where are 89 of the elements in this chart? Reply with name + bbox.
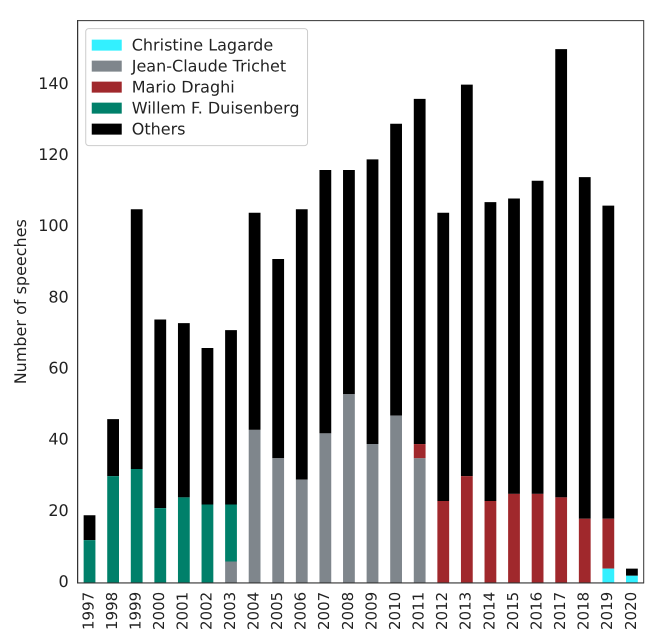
y-tick-label: 140 — [38, 74, 69, 93]
bar — [107, 476, 120, 583]
y-tick-label: 0 — [58, 572, 69, 591]
bar — [154, 320, 166, 508]
bar — [154, 508, 166, 583]
bar — [107, 419, 120, 476]
bar — [202, 348, 214, 505]
x-tick-label: 2017 — [551, 592, 570, 630]
x-tick-label: 2003 — [220, 592, 239, 630]
bar — [578, 518, 591, 583]
bar — [390, 124, 402, 416]
bar — [366, 444, 378, 583]
bar — [178, 497, 190, 583]
x-tick-label: 2000 — [150, 592, 168, 630]
bar — [555, 49, 568, 498]
x-tick-label: 1998 — [103, 592, 122, 630]
x-tick-label: 2020 — [622, 592, 640, 630]
x-tick-label: 2007 — [315, 592, 334, 630]
x-tick-label: 2018 — [574, 592, 593, 630]
legend-label: Mario Draghi — [132, 77, 235, 96]
bar — [414, 444, 426, 458]
bar — [626, 576, 638, 583]
x-tick-label: 2005 — [268, 592, 286, 630]
y-tick-label: 120 — [38, 144, 69, 164]
x-tick-label: 2016 — [527, 592, 546, 630]
x-tick-label: 2009 — [362, 592, 380, 630]
bar — [84, 540, 96, 583]
bar — [532, 180, 544, 494]
bar — [484, 500, 496, 583]
bar — [130, 468, 143, 583]
bar — [508, 198, 520, 494]
bar — [626, 568, 638, 576]
bar — [366, 159, 378, 444]
bar — [296, 480, 308, 583]
bar — [602, 206, 614, 519]
bar — [532, 494, 544, 583]
legend-label: Others — [132, 119, 186, 138]
y-tick-label: 100 — [38, 216, 69, 236]
bar — [414, 458, 426, 583]
bar — [437, 500, 450, 583]
legend-label: Jean-Claude Trichet — [130, 56, 286, 76]
y-tick-label: 60 — [48, 358, 69, 378]
y-tick-label: 80 — [48, 287, 69, 306]
x-tick-label: 2012 — [433, 592, 452, 630]
bar — [508, 494, 520, 583]
legend-label: Christine Lagarde — [132, 35, 274, 54]
y-axis-title: Number of speeches — [10, 219, 30, 384]
bar — [202, 504, 214, 583]
bar — [130, 209, 143, 469]
x-tick-label: 2004 — [244, 592, 262, 630]
y-tick-label: 20 — [48, 500, 69, 520]
bar — [319, 433, 332, 583]
bar — [84, 515, 96, 540]
bar — [248, 212, 260, 430]
x-tick-label: 2014 — [480, 592, 498, 630]
x-tick-label: 2011 — [410, 592, 428, 630]
bar — [343, 170, 355, 394]
bar — [602, 568, 614, 583]
x-tick-label: 2002 — [197, 592, 216, 630]
x-tick-label: 1997 — [79, 592, 98, 630]
bar — [602, 518, 614, 569]
bar — [225, 561, 237, 583]
bar — [272, 259, 284, 458]
y-tick-label: 40 — [48, 430, 69, 449]
x-tick-label: 2008 — [338, 592, 357, 630]
bar — [296, 209, 308, 480]
bar — [178, 323, 190, 498]
x-tick-label: 2006 — [292, 592, 310, 630]
x-tick-label: 1999 — [126, 592, 145, 630]
bar — [248, 430, 260, 583]
bar — [414, 98, 426, 444]
bar — [319, 170, 332, 434]
bar — [225, 330, 237, 505]
bar — [460, 476, 473, 583]
bar — [343, 394, 355, 583]
bar — [578, 177, 591, 519]
bar — [555, 497, 568, 583]
bar — [390, 416, 402, 583]
x-tick-label: 2019 — [598, 592, 616, 630]
bar — [272, 458, 284, 583]
legend-label: Willem F. Duisenberg — [132, 98, 300, 118]
x-tick-label: 2001 — [174, 592, 192, 630]
bar — [437, 212, 450, 501]
bar — [460, 84, 473, 476]
x-tick-label: 2010 — [386, 592, 404, 630]
bar — [225, 504, 237, 562]
bar — [484, 202, 496, 501]
x-tick-label: 2015 — [504, 592, 522, 630]
x-tick-label: 2013 — [456, 592, 475, 630]
